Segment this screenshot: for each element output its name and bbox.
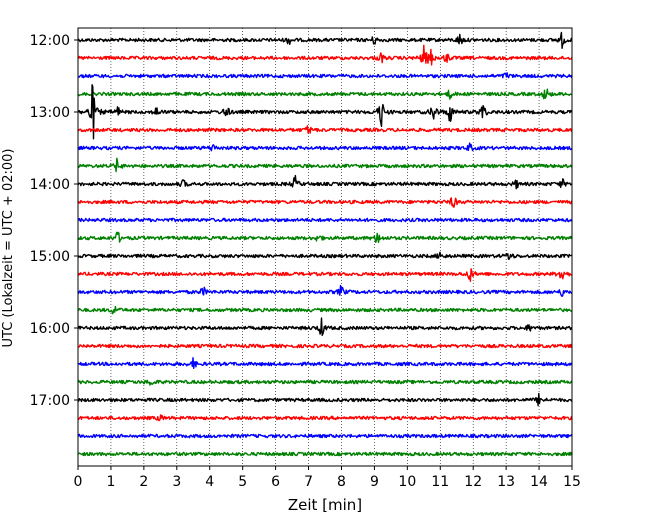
trace-line bbox=[77, 125, 573, 134]
trace-line bbox=[77, 379, 573, 386]
trace-line bbox=[77, 217, 573, 223]
trace-line bbox=[77, 251, 573, 260]
x-tick-label: 3 bbox=[172, 474, 181, 490]
trace-line bbox=[77, 433, 573, 439]
trace-line bbox=[77, 88, 573, 100]
x-tick-label: 14 bbox=[530, 474, 548, 490]
grid-lines bbox=[110, 28, 540, 466]
trace-line bbox=[77, 231, 573, 243]
y-tick-label: 16:00 bbox=[30, 321, 70, 337]
x-tick-label: 11 bbox=[431, 474, 449, 490]
x-tick-label: 13 bbox=[497, 474, 515, 490]
y-axis-label: UTC (Lokalzeit = UTC + 02:00) bbox=[1, 149, 16, 348]
trace-line bbox=[77, 451, 573, 457]
x-tick-label: 10 bbox=[398, 474, 416, 490]
trace-line bbox=[77, 72, 573, 79]
trace-line bbox=[77, 142, 573, 152]
trace-layer bbox=[77, 31, 573, 457]
x-tick-label: 5 bbox=[238, 474, 247, 490]
y-tick-label: 17:00 bbox=[30, 393, 70, 409]
trace-line bbox=[78, 305, 573, 315]
plot-frame bbox=[77, 27, 573, 467]
trace-line bbox=[77, 174, 573, 190]
x-tick-label: 15 bbox=[563, 474, 581, 490]
x-axis-label: Zeit [min] bbox=[288, 496, 362, 514]
y-tick-label: 13:00 bbox=[30, 105, 70, 121]
trace-line bbox=[77, 157, 573, 173]
x-tick-label: 8 bbox=[337, 474, 346, 490]
y-axis-ticks: 12:00 13:00 14:00 15:00 16:00 17:00 bbox=[30, 33, 78, 409]
x-tick-label: 12 bbox=[464, 474, 482, 490]
trace-line bbox=[77, 31, 572, 49]
y-tick-label: 15:00 bbox=[30, 249, 70, 265]
y-tick-label: 14:00 bbox=[30, 177, 70, 193]
trace-line bbox=[77, 317, 573, 337]
x-tick-label: 9 bbox=[370, 474, 379, 490]
trace-line bbox=[77, 343, 573, 349]
trace-line bbox=[77, 44, 573, 66]
trace-line bbox=[77, 197, 573, 208]
trace-line bbox=[77, 284, 573, 297]
x-tick-label: 1 bbox=[106, 474, 115, 490]
trace-line bbox=[77, 357, 573, 369]
x-tick-label: 2 bbox=[139, 474, 148, 490]
x-tick-label: 7 bbox=[304, 474, 313, 490]
x-tick-label: 0 bbox=[74, 474, 83, 490]
trace-line bbox=[77, 414, 573, 422]
x-axis-ticks: 0 1 2 3 4 5 6 7 8 9 10 11 12 13 14 15 bbox=[74, 466, 581, 490]
trace-line bbox=[77, 392, 573, 407]
y-tick-label: 12:00 bbox=[30, 33, 70, 49]
x-tick-label: 6 bbox=[271, 474, 280, 490]
trace-line bbox=[77, 268, 573, 282]
trace-line bbox=[77, 84, 573, 140]
x-tick-label: 4 bbox=[205, 474, 214, 490]
